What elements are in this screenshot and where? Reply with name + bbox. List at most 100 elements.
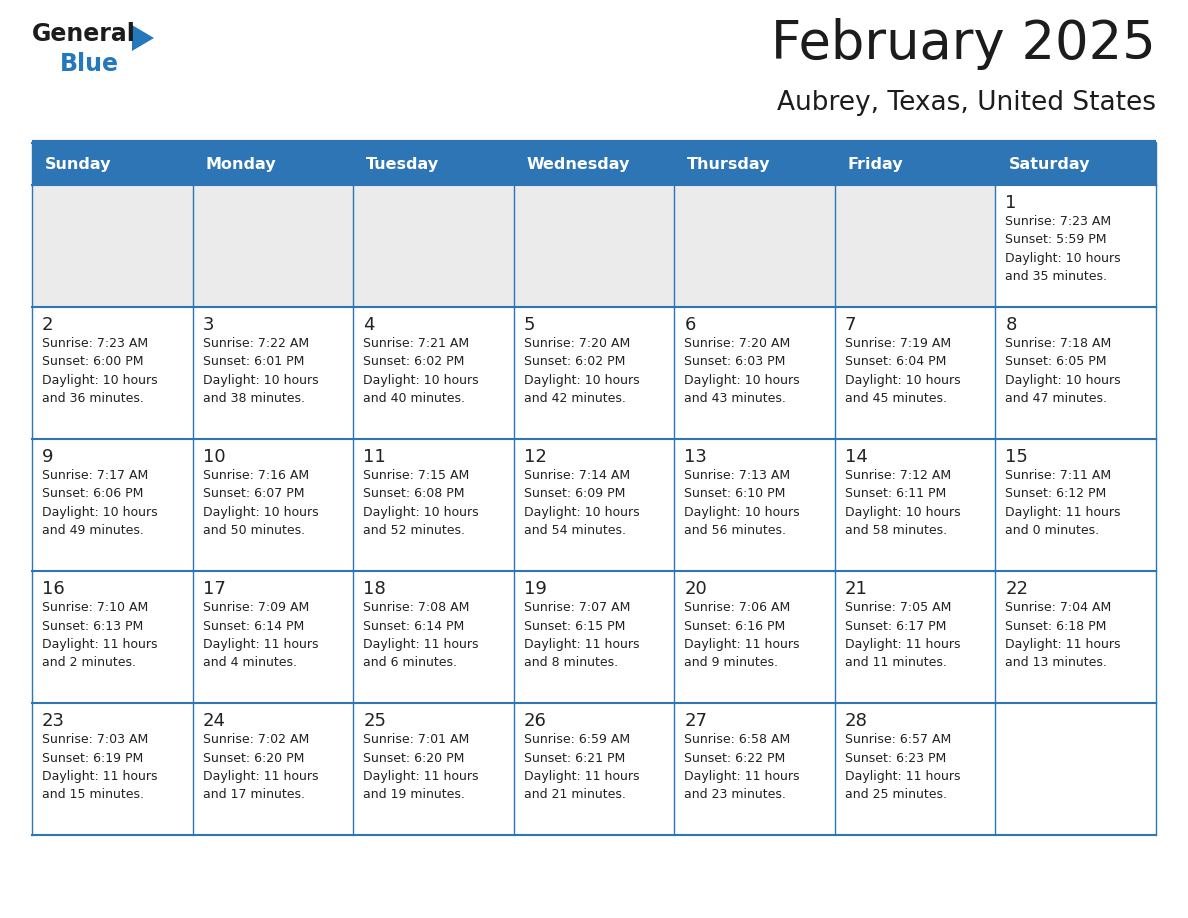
Bar xyxy=(835,703,996,835)
Text: Daylight: 11 hours: Daylight: 11 hours xyxy=(1005,638,1121,651)
Text: 1: 1 xyxy=(1005,194,1017,212)
Bar xyxy=(675,307,835,439)
Text: and 9 minutes.: and 9 minutes. xyxy=(684,656,778,669)
Text: Sunset: 6:14 PM: Sunset: 6:14 PM xyxy=(203,620,304,633)
Text: and 54 minutes.: and 54 minutes. xyxy=(524,524,626,538)
Bar xyxy=(192,439,353,571)
Text: and 40 minutes.: and 40 minutes. xyxy=(364,393,466,406)
Text: 3: 3 xyxy=(203,316,214,334)
Text: Sunset: 6:05 PM: Sunset: 6:05 PM xyxy=(1005,355,1107,368)
Text: Daylight: 11 hours: Daylight: 11 hours xyxy=(364,770,479,783)
Text: Daylight: 11 hours: Daylight: 11 hours xyxy=(1005,506,1121,519)
Text: and 6 minutes.: and 6 minutes. xyxy=(364,656,457,669)
Text: Sunrise: 7:01 AM: Sunrise: 7:01 AM xyxy=(364,733,469,746)
Text: Sunrise: 7:18 AM: Sunrise: 7:18 AM xyxy=(1005,337,1112,350)
Text: and 8 minutes.: and 8 minutes. xyxy=(524,656,618,669)
Text: Sunset: 6:19 PM: Sunset: 6:19 PM xyxy=(42,752,144,765)
Text: Thursday: Thursday xyxy=(688,156,771,172)
Bar xyxy=(192,185,353,307)
Text: Daylight: 11 hours: Daylight: 11 hours xyxy=(42,638,158,651)
Text: Daylight: 11 hours: Daylight: 11 hours xyxy=(203,638,318,651)
Text: Sunrise: 7:05 AM: Sunrise: 7:05 AM xyxy=(845,601,952,614)
Bar xyxy=(32,439,192,571)
Text: Sunset: 6:16 PM: Sunset: 6:16 PM xyxy=(684,620,785,633)
Text: Blue: Blue xyxy=(61,52,119,76)
Bar xyxy=(835,185,996,307)
Text: Sunrise: 7:20 AM: Sunrise: 7:20 AM xyxy=(524,337,630,350)
Text: Sunset: 6:09 PM: Sunset: 6:09 PM xyxy=(524,487,625,500)
Text: Sunrise: 7:19 AM: Sunrise: 7:19 AM xyxy=(845,337,950,350)
Bar xyxy=(675,703,835,835)
Text: Sunday: Sunday xyxy=(45,156,112,172)
Text: and 52 minutes.: and 52 minutes. xyxy=(364,524,466,538)
Text: Daylight: 11 hours: Daylight: 11 hours xyxy=(524,770,639,783)
Text: Sunrise: 7:20 AM: Sunrise: 7:20 AM xyxy=(684,337,790,350)
Bar xyxy=(192,703,353,835)
Text: Sunset: 6:20 PM: Sunset: 6:20 PM xyxy=(364,752,465,765)
Text: Sunrise: 7:23 AM: Sunrise: 7:23 AM xyxy=(1005,215,1112,228)
Text: 11: 11 xyxy=(364,448,386,466)
Text: Daylight: 11 hours: Daylight: 11 hours xyxy=(203,770,318,783)
Bar xyxy=(835,439,996,571)
Bar xyxy=(675,571,835,703)
Text: Sunrise: 6:59 AM: Sunrise: 6:59 AM xyxy=(524,733,630,746)
Text: Sunrise: 7:08 AM: Sunrise: 7:08 AM xyxy=(364,601,469,614)
Text: Daylight: 10 hours: Daylight: 10 hours xyxy=(203,506,318,519)
Bar xyxy=(513,703,675,835)
Text: Sunset: 6:00 PM: Sunset: 6:00 PM xyxy=(42,355,144,368)
Text: Sunset: 6:21 PM: Sunset: 6:21 PM xyxy=(524,752,625,765)
Text: Daylight: 11 hours: Daylight: 11 hours xyxy=(845,770,960,783)
Text: Sunrise: 7:02 AM: Sunrise: 7:02 AM xyxy=(203,733,309,746)
Text: 24: 24 xyxy=(203,712,226,730)
Bar xyxy=(32,143,1156,185)
Bar xyxy=(353,185,513,307)
Bar xyxy=(513,439,675,571)
Text: Sunset: 6:10 PM: Sunset: 6:10 PM xyxy=(684,487,785,500)
Text: Saturday: Saturday xyxy=(1009,156,1089,172)
Text: 9: 9 xyxy=(42,448,53,466)
Text: Daylight: 10 hours: Daylight: 10 hours xyxy=(845,506,960,519)
Bar xyxy=(353,571,513,703)
Text: Daylight: 11 hours: Daylight: 11 hours xyxy=(42,770,158,783)
Text: 28: 28 xyxy=(845,712,867,730)
Text: Daylight: 11 hours: Daylight: 11 hours xyxy=(845,638,960,651)
Text: and 56 minutes.: and 56 minutes. xyxy=(684,524,786,538)
Bar xyxy=(353,439,513,571)
Text: and 49 minutes.: and 49 minutes. xyxy=(42,524,144,538)
Text: Sunset: 6:02 PM: Sunset: 6:02 PM xyxy=(524,355,625,368)
Text: 16: 16 xyxy=(42,580,65,598)
Text: 8: 8 xyxy=(1005,316,1017,334)
Text: 13: 13 xyxy=(684,448,707,466)
Text: Sunrise: 7:21 AM: Sunrise: 7:21 AM xyxy=(364,337,469,350)
Bar xyxy=(353,307,513,439)
Text: Sunset: 6:06 PM: Sunset: 6:06 PM xyxy=(42,487,144,500)
Text: Sunset: 6:04 PM: Sunset: 6:04 PM xyxy=(845,355,946,368)
Text: and 0 minutes.: and 0 minutes. xyxy=(1005,524,1100,538)
Text: 10: 10 xyxy=(203,448,226,466)
Text: Sunrise: 7:10 AM: Sunrise: 7:10 AM xyxy=(42,601,148,614)
Bar xyxy=(513,571,675,703)
Text: Daylight: 10 hours: Daylight: 10 hours xyxy=(364,374,479,387)
Text: Sunrise: 7:17 AM: Sunrise: 7:17 AM xyxy=(42,469,148,482)
Text: Daylight: 11 hours: Daylight: 11 hours xyxy=(684,638,800,651)
Text: Sunset: 6:17 PM: Sunset: 6:17 PM xyxy=(845,620,946,633)
Text: Sunset: 6:13 PM: Sunset: 6:13 PM xyxy=(42,620,144,633)
Bar xyxy=(353,703,513,835)
Text: Sunrise: 7:22 AM: Sunrise: 7:22 AM xyxy=(203,337,309,350)
Bar xyxy=(835,307,996,439)
Text: Sunrise: 7:12 AM: Sunrise: 7:12 AM xyxy=(845,469,950,482)
Bar xyxy=(675,185,835,307)
Text: Sunrise: 7:06 AM: Sunrise: 7:06 AM xyxy=(684,601,790,614)
Text: and 38 minutes.: and 38 minutes. xyxy=(203,393,304,406)
Text: Sunset: 6:23 PM: Sunset: 6:23 PM xyxy=(845,752,946,765)
Text: 27: 27 xyxy=(684,712,707,730)
Text: 23: 23 xyxy=(42,712,65,730)
Text: 2: 2 xyxy=(42,316,53,334)
Text: 15: 15 xyxy=(1005,448,1029,466)
Text: Daylight: 10 hours: Daylight: 10 hours xyxy=(42,374,158,387)
Text: Daylight: 10 hours: Daylight: 10 hours xyxy=(684,506,800,519)
Text: February 2025: February 2025 xyxy=(771,18,1156,70)
Bar xyxy=(835,571,996,703)
Text: and 21 minutes.: and 21 minutes. xyxy=(524,789,626,801)
Text: Sunset: 6:20 PM: Sunset: 6:20 PM xyxy=(203,752,304,765)
